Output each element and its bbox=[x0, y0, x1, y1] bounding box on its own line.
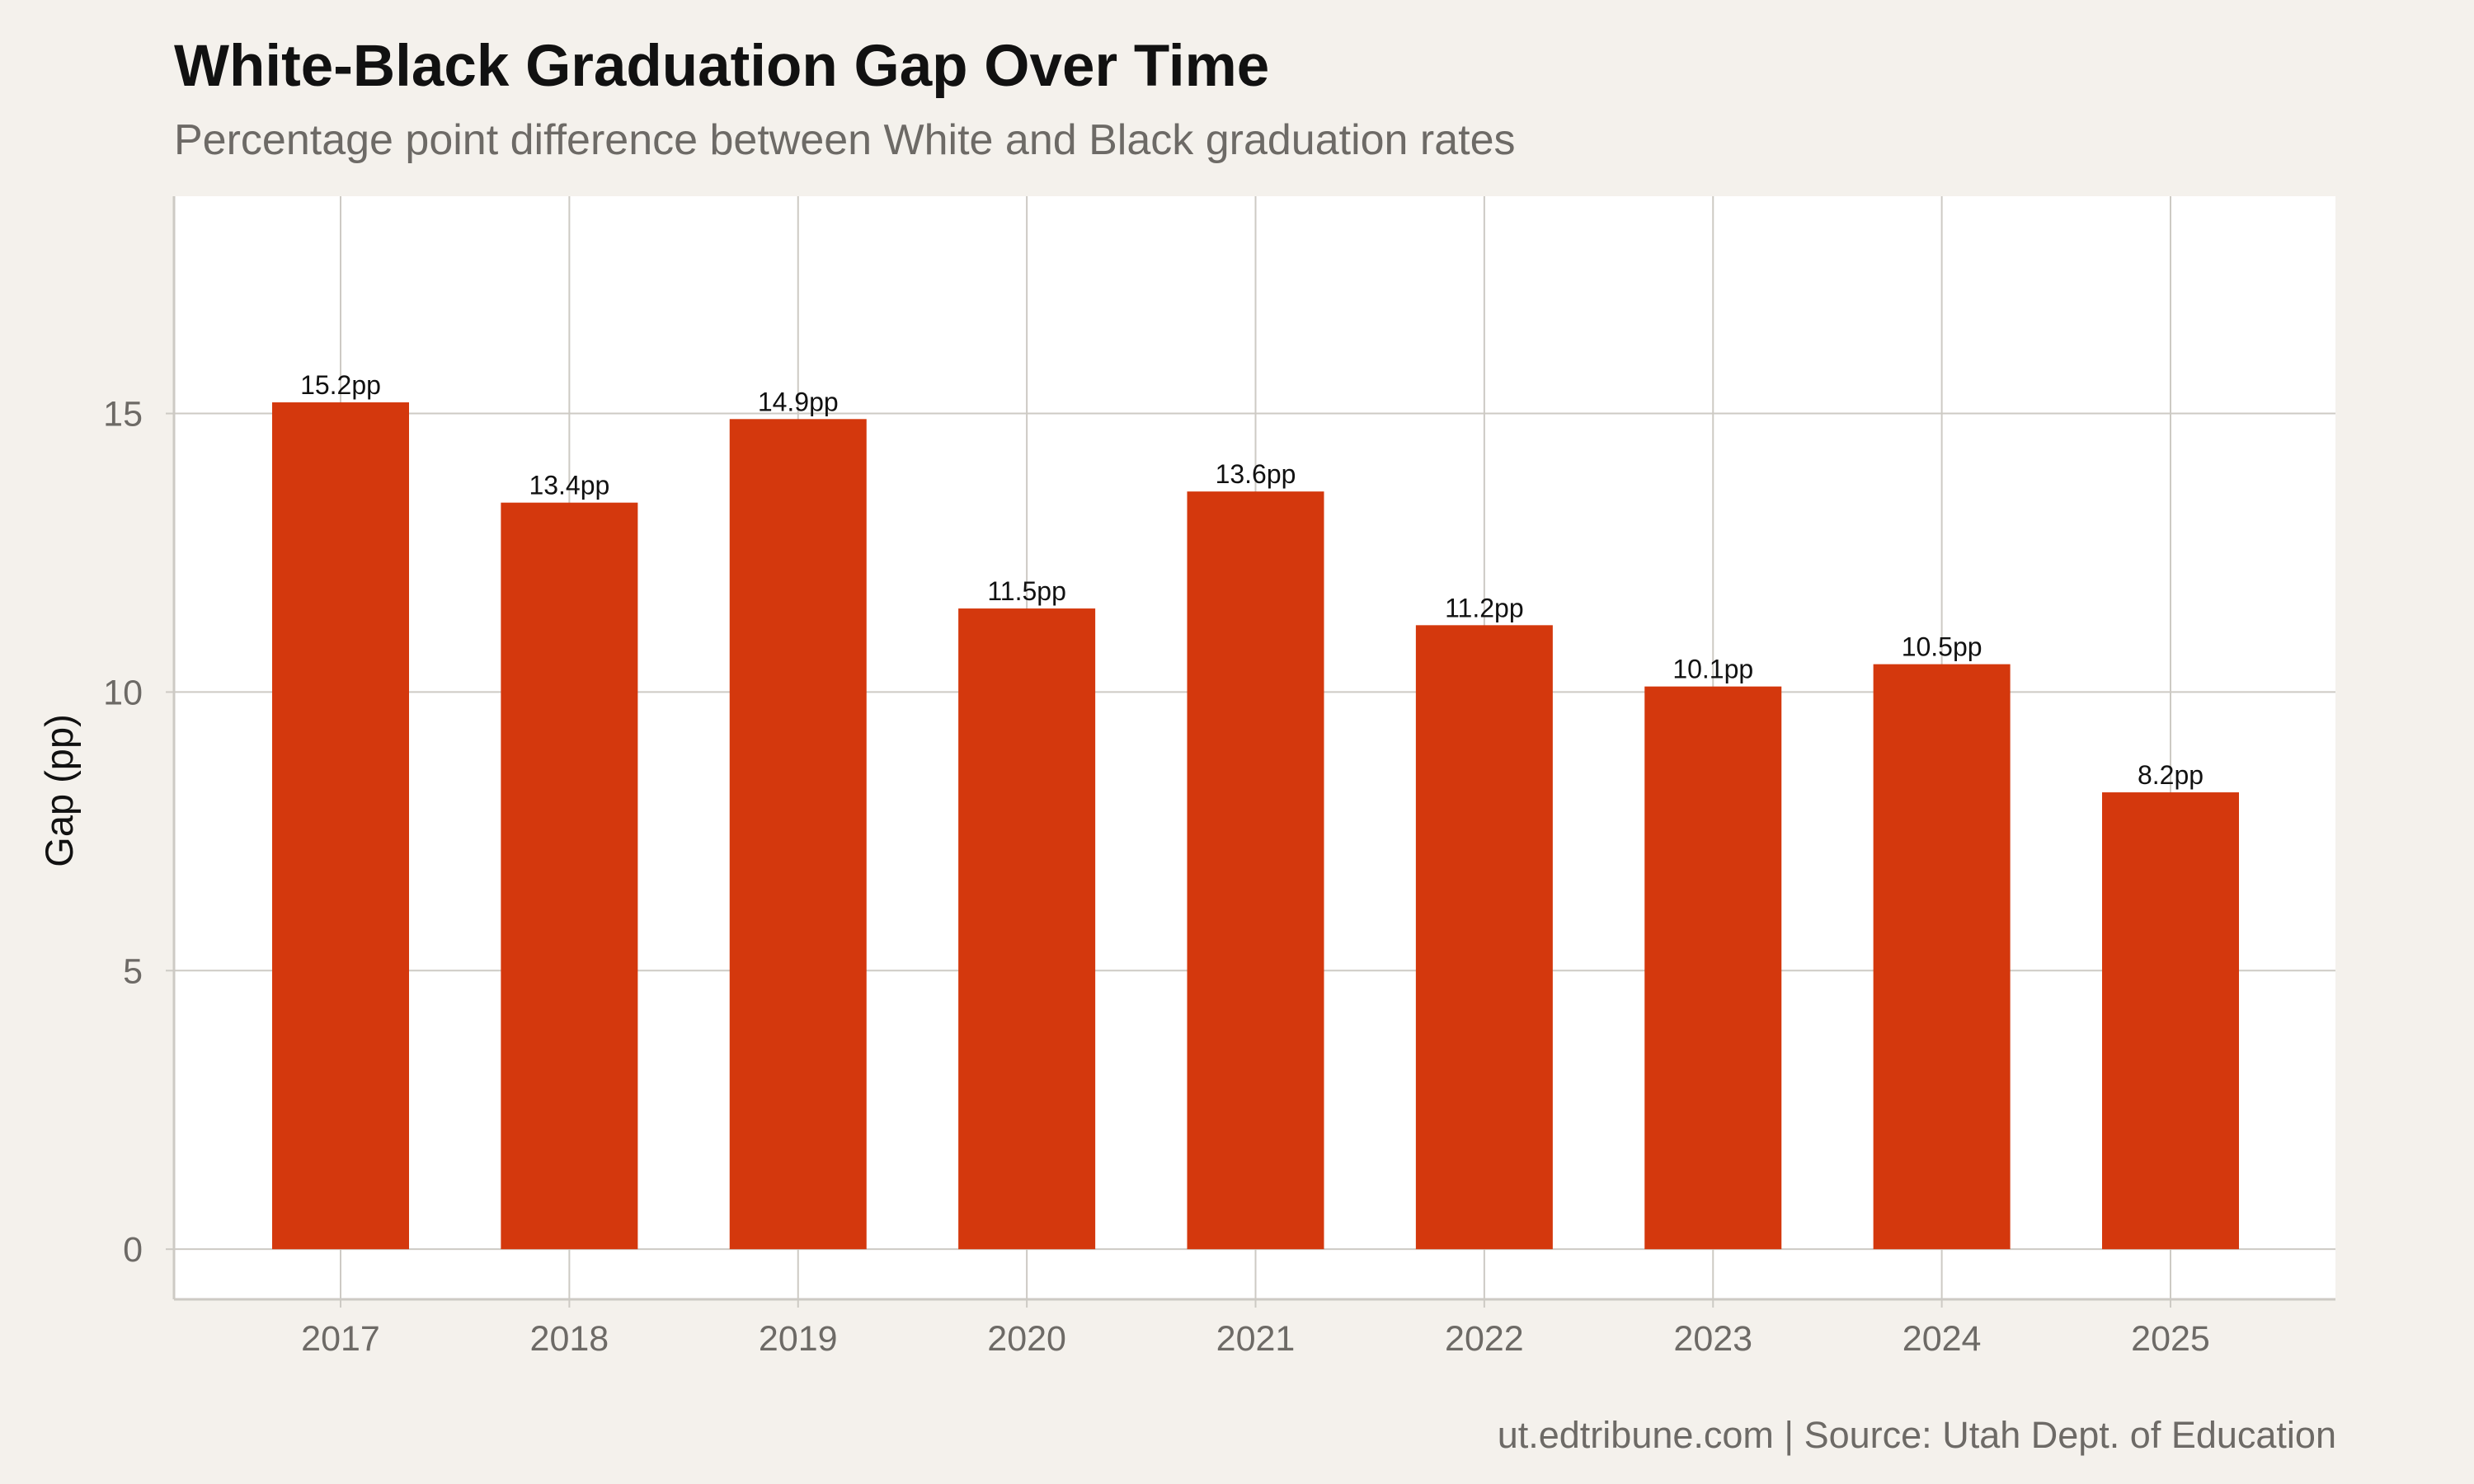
bar-value-label: 13.6pp bbox=[1216, 459, 1296, 489]
bar-2021 bbox=[1187, 491, 1324, 1250]
x-tick-label: 2022 bbox=[1445, 1319, 1524, 1359]
bar-2025 bbox=[2102, 792, 2239, 1250]
bar-value-label: 11.5pp bbox=[987, 576, 1066, 606]
bar-2020 bbox=[958, 608, 1096, 1250]
bar-value-label: 11.2pp bbox=[1445, 593, 1524, 622]
chart-subtitle: Percentage point difference between Whit… bbox=[174, 116, 1516, 164]
bar-value-label: 10.5pp bbox=[1902, 632, 1982, 662]
x-tick-labels: 2017 2018 2019 2020 2021 2022 2023 2024 2025 bbox=[301, 1299, 2210, 1359]
bar-value-label: 10.1pp bbox=[1672, 655, 1753, 684]
x-tick-label: 2019 bbox=[759, 1319, 838, 1359]
bar-2019 bbox=[729, 419, 867, 1250]
bar-2024 bbox=[1873, 664, 2011, 1250]
bar-2022 bbox=[1415, 625, 1553, 1250]
bar-labels: 15.2pp 13.4pp 14.9pp 11.5pp 13.6pp 11.2pp 10.1… bbox=[300, 370, 2204, 790]
chart-title: White-Black Graduation Gap Over Time bbox=[174, 34, 1270, 99]
chart-caption: ut.edtribune.com | Source: Utah Dept. of… bbox=[1497, 1414, 2336, 1456]
y-tick-label: 5 bbox=[123, 951, 143, 991]
x-tick-label: 2021 bbox=[1216, 1319, 1296, 1359]
x-tick-label: 2025 bbox=[2131, 1319, 2210, 1359]
x-tick-label: 2024 bbox=[1903, 1319, 1982, 1359]
y-tick-label: 0 bbox=[123, 1230, 143, 1270]
y-tick-labels: 0 5 10 15 bbox=[103, 395, 143, 1270]
bar-2018 bbox=[501, 502, 638, 1250]
y-tick-label: 10 bbox=[103, 673, 143, 712]
bar-2017 bbox=[272, 402, 409, 1250]
x-tick-label: 2023 bbox=[1673, 1319, 1752, 1359]
bar-2023 bbox=[1644, 686, 1782, 1250]
y-tick-label: 15 bbox=[103, 395, 143, 434]
x-tick-label: 2018 bbox=[530, 1319, 609, 1359]
bar-value-label: 14.9pp bbox=[758, 387, 839, 416]
bar-value-label: 8.2pp bbox=[2138, 760, 2204, 790]
x-tick-label: 2017 bbox=[301, 1319, 380, 1359]
bars bbox=[272, 402, 2239, 1250]
bar-value-label: 15.2pp bbox=[300, 370, 381, 400]
y-axis-title: Gap (pp) bbox=[37, 714, 81, 866]
x-tick-label: 2020 bbox=[987, 1319, 1066, 1359]
bar-value-label: 13.4pp bbox=[529, 471, 609, 500]
